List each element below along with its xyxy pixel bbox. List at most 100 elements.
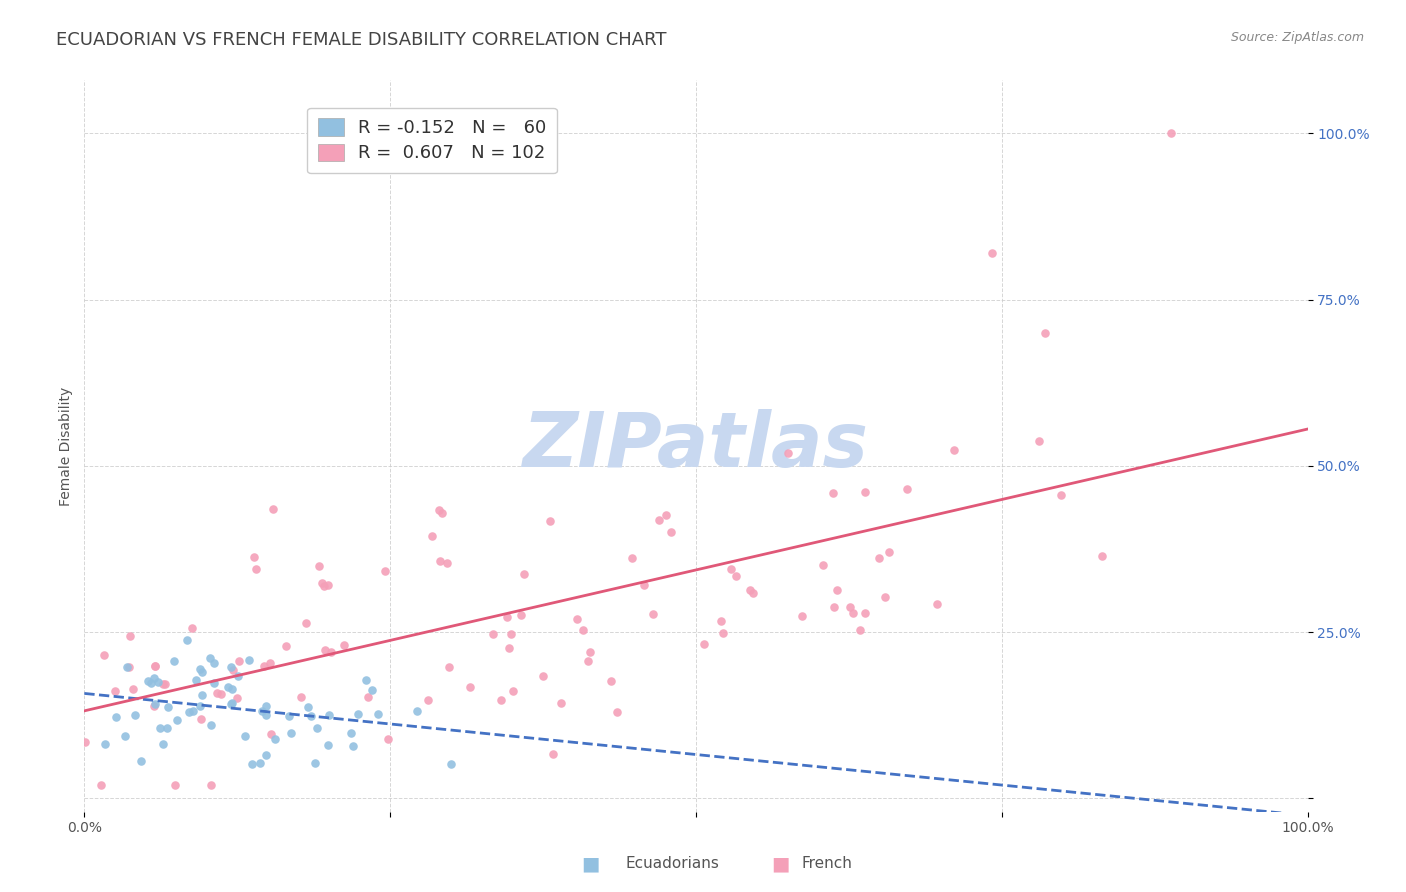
Point: [641, 607, 664, 622]
Point: [142, 671, 165, 685]
Point: [316, 577, 339, 591]
Point: [576, 654, 599, 668]
Point: [221, 663, 243, 677]
Point: [200, 778, 222, 792]
Point: [280, 725, 302, 739]
Point: [357, 690, 380, 705]
Point: [1160, 127, 1182, 141]
Point: [278, 709, 301, 723]
Point: [943, 442, 966, 457]
Point: [873, 590, 896, 604]
Point: [124, 707, 146, 722]
Point: [314, 643, 336, 657]
Point: [93, 737, 115, 751]
Point: [742, 585, 765, 599]
Text: Source: ZipAtlas.com: Source: ZipAtlas.com: [1230, 31, 1364, 45]
Point: [496, 610, 519, 624]
Point: [340, 725, 363, 739]
Text: ECUADORIAN VS FRENCH FEMALE DISABILITY CORRELATION CHART: ECUADORIAN VS FRENCH FEMALE DISABILITY C…: [56, 31, 666, 49]
Point: [145, 658, 167, 673]
Point: [498, 640, 520, 655]
Point: [297, 699, 319, 714]
Point: [245, 562, 267, 576]
Point: [693, 637, 716, 651]
Point: [429, 553, 451, 567]
Point: [200, 718, 222, 732]
Point: [513, 566, 536, 581]
Y-axis label: Female Disability: Female Disability: [59, 386, 73, 506]
Point: [163, 654, 186, 668]
Point: [260, 727, 283, 741]
Text: ■: ■: [770, 854, 790, 873]
Point: [980, 246, 1002, 260]
Point: [439, 660, 461, 674]
Point: [342, 739, 364, 753]
Point: [105, 710, 128, 724]
Point: [180, 621, 202, 635]
Point: [648, 513, 671, 527]
Point: [276, 639, 298, 653]
Point: [316, 739, 339, 753]
Point: [152, 677, 174, 691]
Point: [242, 550, 264, 565]
Point: [226, 691, 249, 706]
Point: [295, 616, 318, 631]
Point: [502, 684, 524, 698]
Point: [430, 506, 453, 520]
Point: [849, 624, 872, 638]
Point: [1050, 488, 1073, 502]
Point: [567, 612, 589, 626]
Point: [252, 658, 274, 673]
Point: [129, 754, 152, 768]
Point: [319, 645, 342, 659]
Point: [541, 747, 564, 761]
Point: [738, 582, 761, 597]
Point: [202, 657, 225, 671]
Point: [221, 660, 243, 674]
Point: [155, 721, 177, 735]
Point: [166, 713, 188, 727]
Point: [877, 545, 900, 559]
Point: [606, 705, 628, 719]
Point: [550, 696, 572, 710]
Point: [318, 708, 340, 723]
Point: [436, 556, 458, 570]
Point: [233, 729, 256, 743]
Point: [354, 673, 377, 688]
Point: [499, 627, 522, 641]
Point: [710, 614, 733, 628]
Point: [209, 687, 232, 701]
Point: [825, 583, 848, 598]
Point: [264, 731, 287, 746]
Point: [481, 627, 503, 641]
Point: [122, 682, 145, 697]
Point: [299, 709, 322, 723]
Point: [853, 606, 876, 620]
Point: [821, 485, 844, 500]
Point: [143, 659, 166, 673]
Point: [621, 551, 644, 566]
Point: [118, 660, 141, 674]
Point: [311, 575, 333, 590]
Point: [792, 609, 814, 624]
Point: [188, 699, 211, 714]
Point: [249, 756, 271, 770]
Point: [254, 699, 277, 714]
Point: [221, 697, 243, 711]
Point: [141, 676, 163, 690]
Text: French: French: [801, 856, 852, 871]
Point: [305, 721, 328, 735]
Point: [720, 562, 742, 576]
Legend: R = -0.152   N =   60, R =  0.607   N = 102: R = -0.152 N = 60, R = 0.607 N = 102: [308, 108, 557, 173]
Point: [250, 704, 273, 718]
Point: [205, 686, 228, 700]
Point: [308, 558, 330, 573]
Point: [868, 551, 890, 566]
Point: [896, 482, 918, 496]
Point: [176, 633, 198, 648]
Point: [839, 600, 862, 615]
Point: [312, 579, 335, 593]
Point: [221, 681, 243, 696]
Point: [600, 674, 623, 689]
Point: [304, 756, 326, 770]
